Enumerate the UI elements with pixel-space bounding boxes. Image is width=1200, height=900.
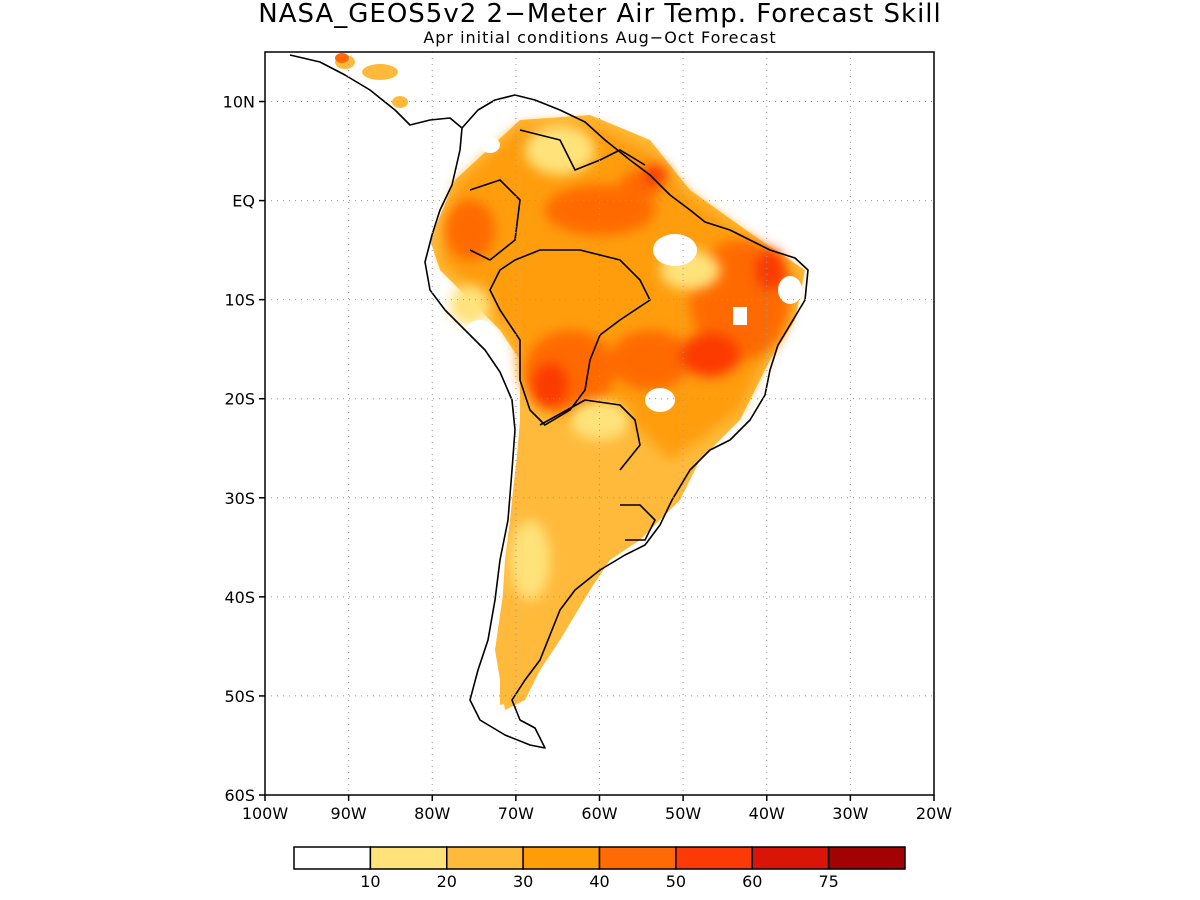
latitude-ticks: 10N EQ 10S 20S 30S 40S 50S 60S bbox=[223, 93, 265, 805]
lon-tick-label: 80W bbox=[414, 804, 450, 823]
legend-swatch bbox=[446, 846, 524, 870]
skill-shading bbox=[335, 53, 805, 710]
legend-swatch bbox=[522, 846, 601, 870]
lon-tick-label: 60W bbox=[581, 804, 617, 823]
lat-tick-label: 50S bbox=[224, 687, 255, 706]
lon-tick-label: 70W bbox=[498, 804, 534, 823]
legend-swatch bbox=[751, 846, 830, 870]
lon-tick-label: 40W bbox=[749, 804, 785, 823]
legend-label: 10 bbox=[360, 872, 380, 891]
longitude-ticks: 100W 90W 80W 70W 60W 50W 40W 30W 20W bbox=[242, 795, 952, 823]
lat-tick-label: 20S bbox=[224, 390, 255, 409]
lat-tick-label: 10N bbox=[223, 93, 255, 112]
lon-tick-label: 50W bbox=[665, 804, 701, 823]
coastline bbox=[289, 54, 809, 749]
legend-label: 30 bbox=[513, 872, 533, 891]
lat-tick-label: 30S bbox=[224, 489, 255, 508]
lat-tick-label: 40S bbox=[224, 588, 255, 607]
legend-swatch bbox=[369, 846, 448, 870]
legend-label: 75 bbox=[818, 872, 838, 891]
lat-tick-label: EQ bbox=[232, 192, 255, 211]
legend-swatch bbox=[675, 846, 753, 870]
legend-swatch bbox=[827, 846, 906, 870]
lon-tick-label: 90W bbox=[331, 804, 367, 823]
lon-tick-label: 30W bbox=[832, 804, 868, 823]
map-title: NASA_GEOS5v2 2−Meter Air Temp. Forecast … bbox=[258, 0, 942, 29]
map-subtitle: Apr initial conditions Aug−Oct Forecast bbox=[423, 28, 777, 47]
legend-swatch bbox=[598, 846, 677, 870]
lat-tick-label: 10S bbox=[224, 291, 255, 310]
lon-tick-label: 100W bbox=[242, 804, 289, 823]
legend-swatch bbox=[293, 846, 372, 870]
legend-label: 60 bbox=[742, 872, 762, 891]
legend-label: 20 bbox=[437, 872, 457, 891]
lon-tick-label: 20W bbox=[916, 804, 952, 823]
legend-label: 50 bbox=[666, 872, 686, 891]
color-legend: 10 20 30 40 50 60 75 bbox=[293, 846, 906, 891]
lat-tick-label: 60S bbox=[224, 786, 255, 805]
legend-label: 40 bbox=[589, 872, 609, 891]
